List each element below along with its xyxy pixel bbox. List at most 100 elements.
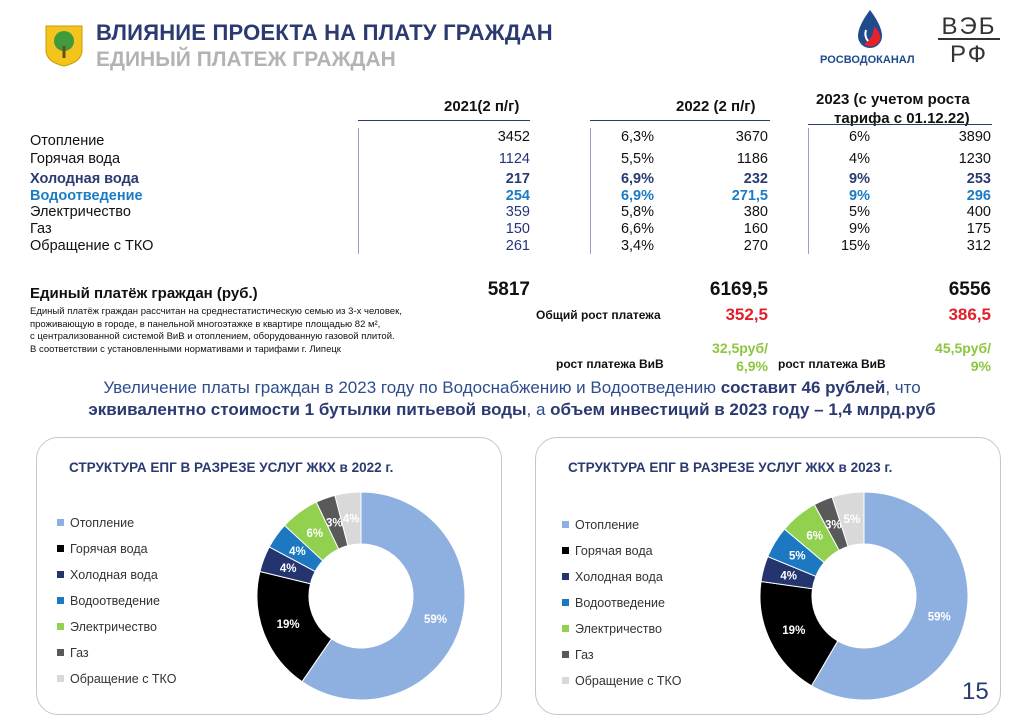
legend-label: Отопление [575, 518, 640, 532]
legend-label: Водоотведение [575, 596, 665, 610]
cell-2022: 271,5 [731, 188, 768, 204]
legend-swatch [57, 623, 64, 631]
header-underline-2023 [808, 124, 992, 125]
chart-legend: Отопление Горячая вода Холодная вода Вод… [562, 518, 681, 700]
table-row-label: Холодная вода [30, 171, 139, 187]
legend-swatch [562, 677, 569, 685]
calculation-note: Единый платёж граждан рассчитан на средн… [30, 306, 500, 356]
cell-pct-2023: 6% [849, 129, 870, 145]
donut-slice-7 [831, 491, 865, 548]
message-highlight: эквивалентно стоимости 1 бутылки питьево… [88, 400, 527, 419]
donut-chart-2023: 59%19%4%5%6%3% 5% [759, 491, 969, 701]
donut-data-label: 4% [289, 546, 306, 558]
cell-pct-2022: 6,9% [620, 188, 654, 204]
cell-pct-2022: 6,6% [620, 221, 654, 237]
table-row-label: Водоотведение [30, 188, 143, 204]
legend-item: Водоотведение [57, 594, 176, 620]
growth-2023: 386,5 [948, 305, 991, 324]
viv-growth-2022-pct: 6,9% [736, 358, 768, 374]
donut-data-label: 4% [280, 563, 297, 575]
cell-2023: 296 [966, 188, 991, 204]
key-message-line1: Увеличение платы граждан в 2023 году по … [0, 378, 1024, 398]
cell-2023: 3890 [958, 129, 991, 145]
cell-2022: 232 [743, 171, 768, 187]
legend-item: Холодная вода [562, 570, 681, 596]
cell-2021: 254 [505, 188, 530, 204]
chart-title: СТРУКТУРА ЕПГ В РАЗРЕЗЕ УСЛУГ ЖКХ в 2023… [568, 460, 893, 475]
note-line: проживающую в городе, в панельной многоэ… [30, 318, 381, 330]
cell-2021: 359 [505, 204, 530, 220]
table-row-label: Горячая вода [30, 151, 121, 167]
total-2023: 6556 [948, 279, 991, 300]
legend-label: Водоотведение [70, 594, 160, 608]
total-label: Единый платёж граждан (руб.) [30, 285, 258, 302]
donut-data-label: 4% [343, 514, 360, 526]
legend-swatch [57, 649, 64, 657]
city-coat-of-arms-logo [44, 24, 84, 68]
note-line: В соответствии с установленными норматив… [30, 343, 341, 355]
cell-2022: 160 [743, 221, 768, 237]
veb-logo-line1: ВЭБ [941, 13, 996, 40]
message-text: , что [885, 378, 921, 397]
note-line: с централизованной системой ВиВ и отопле… [30, 331, 395, 343]
total-2021: 5817 [487, 279, 530, 300]
legend-label: Отопление [70, 516, 135, 530]
message-text: Увеличение платы граждан в 2023 году по … [103, 378, 721, 397]
legend-label: Газ [70, 646, 89, 660]
cell-pct-2023: 5% [849, 204, 870, 220]
cell-2022: 270 [743, 238, 768, 254]
column-header-2022: 2022 (2 п/г) [676, 98, 756, 115]
legend-swatch [57, 571, 64, 579]
donut-data-label: 59% [424, 614, 447, 626]
donut-data-label: 59% [928, 611, 951, 623]
column-divider [808, 128, 809, 254]
cell-pct-2022: 6,9% [620, 171, 654, 187]
legend-item: Горячая вода [562, 544, 681, 570]
cell-pct-2022: 3,4% [620, 238, 654, 254]
table-row-label: Обращение с ТКО [30, 238, 154, 254]
cell-pct-2023: 9% [849, 221, 870, 237]
legend-item: Газ [57, 646, 176, 672]
cell-2021: 3452 [497, 129, 530, 145]
donut-data-label: 5% [789, 551, 806, 563]
page-title: ВЛИЯНИЕ ПРОЕКТА НА ПЛАТУ ГРАЖДАН [96, 20, 553, 45]
cell-pct-2023: 15% [840, 238, 870, 254]
chart-card-2022: СТРУКТУРА ЕПГ В РАЗРЕЗЕ УСЛУГ ЖКХ в 2022… [36, 437, 502, 715]
legend-item: Электричество [562, 622, 681, 648]
cell-pct-2022: 5,5% [620, 151, 654, 167]
legend-label: Электричество [575, 622, 662, 636]
page-subtitle: ЕДИНЫЙ ПЛАТЕЖ ГРАЖДАН [96, 48, 396, 71]
legend-item: Водоотведение [562, 596, 681, 622]
donut-slice-1 [810, 491, 969, 701]
legend-swatch [562, 625, 569, 633]
cell-2023: 400 [966, 204, 991, 220]
cell-pct-2023: 9% [849, 188, 870, 204]
legend-label: Обращение с ТКО [575, 674, 682, 688]
growth-2022: 352,5 [725, 305, 768, 324]
cell-2022: 380 [743, 204, 768, 220]
note-line: Единый платёж граждан рассчитан на средн… [30, 306, 402, 317]
total-2022: 6169,5 [709, 279, 768, 300]
legend-swatch [57, 519, 64, 527]
header-underline-2022 [590, 120, 770, 121]
legend-swatch [562, 521, 569, 529]
legend-item: Горячая вода [57, 542, 176, 568]
legend-label: Газ [575, 648, 594, 662]
legend-item: Газ [562, 648, 681, 674]
legend-swatch [562, 573, 569, 581]
cell-2023: 253 [966, 171, 991, 187]
donut-slice-1 [301, 491, 466, 701]
header-underline-2021 [358, 120, 530, 121]
legend-item: Отопление [57, 516, 176, 542]
donut-data-label: 3% [825, 519, 842, 531]
cell-2023: 312 [966, 238, 991, 254]
cell-pct-2023: 4% [849, 151, 870, 167]
legend-item: Отопление [562, 518, 681, 544]
cell-pct-2022: 6,3% [620, 129, 654, 145]
chart-legend: Отопление Горячая вода Холодная вода Вод… [57, 516, 176, 698]
donut-data-label: 5% [844, 514, 861, 526]
column-header-2021: 2021(2 п/г) [444, 98, 520, 115]
cell-pct-2022: 5,8% [620, 204, 654, 220]
donut-data-label: 4% [780, 571, 797, 583]
legend-item: Электричество [57, 620, 176, 646]
